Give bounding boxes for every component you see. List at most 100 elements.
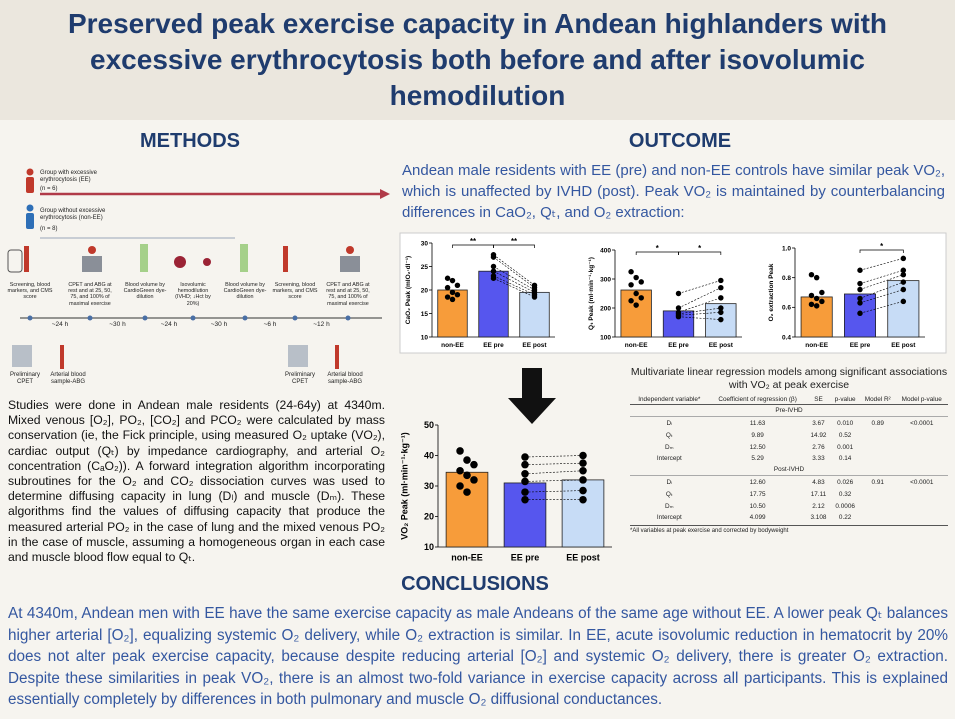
- x-tick-label: EE post: [522, 342, 547, 349]
- y-tick-label: 10: [421, 334, 429, 341]
- bar: [620, 289, 652, 338]
- y-tick-label: 0.8: [782, 275, 791, 282]
- data-point: [521, 488, 529, 496]
- cell: 2.76: [812, 443, 825, 451]
- data-point: [718, 277, 724, 284]
- data-point: [579, 476, 587, 484]
- x-tick-label: EE post: [566, 553, 600, 563]
- table-row: Dₘ 10.50 2.12 0.0006: [630, 500, 948, 512]
- y-tick-label: 30: [421, 240, 429, 247]
- data-point: [454, 282, 461, 289]
- data-point: [628, 282, 634, 288]
- cell: 17.75: [749, 490, 766, 498]
- column-header: Model R²: [859, 395, 896, 405]
- step-label: CPET and ABG at rest and at 25, 50, 75, …: [326, 282, 370, 307]
- data-point: [675, 305, 682, 311]
- table-row: Dₗ 12.60 4.83 0.026 0.91 <0.0001: [630, 476, 948, 489]
- column-header: p-value: [830, 395, 860, 405]
- y-axis-label: Qₜ Peak (ml·min⁻¹·kg⁻¹): [588, 257, 595, 330]
- y-tick-label: 25: [421, 264, 429, 271]
- data-point: [579, 466, 587, 475]
- cell-empty: [860, 441, 896, 453]
- data-point: [449, 289, 456, 296]
- y-tick-label: 300: [600, 276, 611, 283]
- y-tick-label: 1.0: [782, 245, 791, 252]
- pair-line: [678, 280, 721, 294]
- y-tick-label: 10: [424, 542, 434, 552]
- cell: <0.0001: [910, 478, 934, 486]
- diagram-art: [7, 168, 390, 369]
- cell: 14.92: [810, 431, 827, 439]
- significance-label: *: [656, 244, 660, 253]
- data-point: [900, 286, 907, 293]
- y-tick-label: 50: [424, 420, 434, 430]
- data-point: [521, 495, 529, 504]
- time-label: ~30 h: [109, 321, 126, 328]
- data-point: [718, 309, 724, 316]
- pair-line: [493, 254, 535, 286]
- cell: 9.89: [751, 431, 764, 439]
- data-point: [819, 298, 825, 305]
- conclusions-text: At 4340m, Andean men with EE have the sa…: [8, 605, 948, 708]
- significance-bracket: [493, 244, 535, 248]
- outcome-text: Andean male residents with EE (pre) and …: [402, 162, 945, 221]
- cell: Dₘ: [664, 444, 674, 451]
- column-header: Independent variable*: [630, 395, 709, 405]
- cell: 0.010: [837, 419, 854, 427]
- pair-line: [493, 256, 535, 288]
- y-tick-label: 15: [421, 311, 429, 318]
- data-point: [857, 280, 863, 287]
- cell-empty: [860, 512, 896, 523]
- data-point: [444, 284, 451, 291]
- cell: 0.001: [837, 443, 854, 451]
- data-point: [579, 451, 587, 460]
- cell: 4.099: [749, 514, 766, 521]
- pair-line: [859, 289, 904, 304]
- time-label: ~24 h: [51, 321, 69, 328]
- significance-label: *: [698, 244, 702, 253]
- data-point: [900, 279, 907, 285]
- data-point: [900, 298, 907, 305]
- cell-empty: [896, 441, 948, 453]
- data-point: [857, 300, 863, 306]
- data-point: [628, 269, 634, 275]
- significance-label: **: [470, 237, 477, 246]
- pair-line: [859, 269, 904, 284]
- data-point: [633, 274, 639, 281]
- group-label: (n = 6): [40, 186, 58, 192]
- y-axis-label: O₂ extraction Peak: [768, 263, 775, 321]
- bottom-label: Preliminary CPET: [284, 372, 315, 385]
- table-row: Intercept 5.29 3.33 0.14: [630, 453, 948, 464]
- pair-line: [859, 281, 904, 299]
- data-point: [900, 271, 907, 278]
- significance-label: **: [511, 237, 518, 246]
- cell: 0.0006: [835, 502, 855, 510]
- cell-empty: [896, 500, 948, 512]
- cell: 3.108: [810, 514, 827, 521]
- data-point: [857, 286, 863, 293]
- y-tick-label: 200: [600, 305, 611, 312]
- pair-line: [859, 258, 904, 271]
- section-row: Post-IVHD: [630, 464, 948, 476]
- data-point: [808, 292, 815, 299]
- x-tick-label: EE pre: [483, 342, 504, 349]
- data-point: [638, 279, 644, 285]
- pair-line: [524, 479, 584, 482]
- cell: Qₜ: [665, 491, 673, 498]
- cell: <0.0001: [910, 419, 934, 427]
- data-point: [628, 298, 634, 304]
- data-point: [718, 305, 724, 311]
- cell-empty: [860, 453, 896, 464]
- x-tick-label: EE pre: [850, 342, 871, 349]
- cell: 0.32: [838, 490, 852, 498]
- data-point: [454, 291, 461, 298]
- y-tick-label: 40: [424, 451, 434, 461]
- section-row: Pre-IVHD: [630, 404, 948, 417]
- outcome-heading: OUTCOME: [628, 130, 732, 152]
- cell: 12.60: [749, 478, 766, 486]
- x-tick-label: EE pre: [511, 553, 540, 563]
- data-point: [675, 290, 682, 297]
- cell: 5.29: [751, 455, 764, 462]
- data-point: [490, 268, 497, 274]
- data-point: [531, 294, 538, 300]
